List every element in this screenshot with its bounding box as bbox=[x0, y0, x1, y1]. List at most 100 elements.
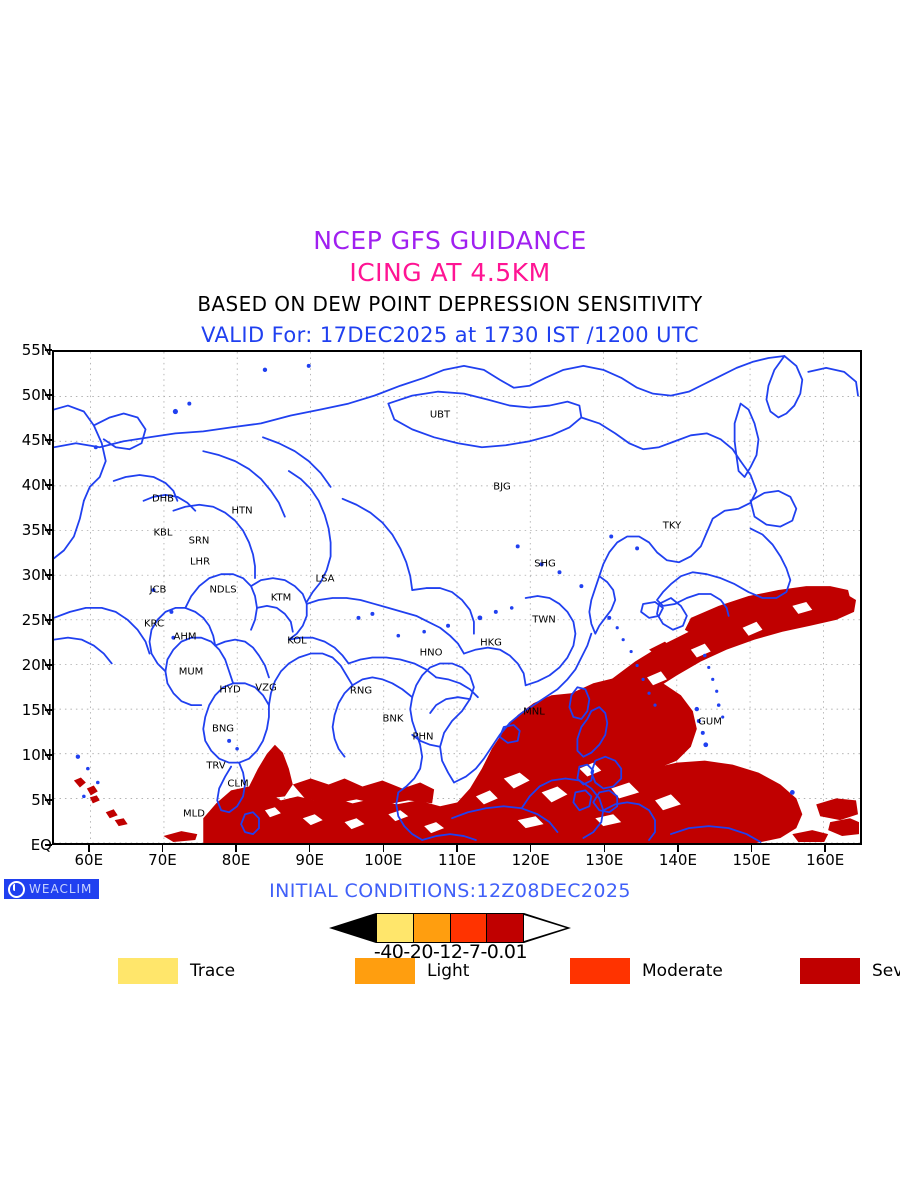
x-tick-mark bbox=[750, 845, 753, 852]
y-tick-mark bbox=[45, 484, 52, 486]
legend-label-moderate: Moderate bbox=[642, 961, 723, 981]
legend-item-trace: Trace bbox=[118, 958, 235, 984]
colorbar-tick-labels: -40-20-12-7-0.01 bbox=[327, 941, 574, 963]
y-tick-label: 5N bbox=[31, 791, 52, 809]
x-tick-mark bbox=[235, 845, 237, 852]
y-tick-label: EQ bbox=[30, 836, 52, 854]
legend-swatch-trace bbox=[118, 958, 178, 984]
legend-item-moderate: Moderate bbox=[570, 958, 723, 984]
y-tick-label: 20N bbox=[21, 656, 52, 674]
city-label-lhr: LHR bbox=[189, 556, 211, 568]
y-tick-label: 40N bbox=[21, 476, 52, 494]
colorbar-tick-label: -12 bbox=[432, 941, 463, 963]
y-tick-mark bbox=[45, 349, 52, 351]
x-tick-mark bbox=[88, 845, 90, 852]
map-plot-area bbox=[52, 350, 862, 845]
map-island-dots bbox=[75, 363, 795, 799]
x-tick-label: 70E bbox=[148, 851, 177, 869]
x-tick-label: 150E bbox=[732, 851, 771, 869]
y-tick-mark bbox=[45, 574, 52, 576]
y-tick-label: 30N bbox=[21, 566, 52, 584]
x-tick-label: 90E bbox=[295, 851, 324, 869]
legend-swatch-moderate bbox=[570, 958, 630, 984]
city-label-ubt: UBT bbox=[429, 409, 451, 421]
city-label-srn: SRN bbox=[188, 535, 210, 547]
y-tick-label: 45N bbox=[21, 431, 52, 449]
city-label-rng: RNG bbox=[349, 685, 373, 697]
y-tick-mark bbox=[45, 529, 52, 531]
x-tick-label: 120E bbox=[511, 851, 550, 869]
y-tick-mark bbox=[45, 664, 52, 666]
colorbar-tick-label: -7 bbox=[462, 941, 481, 963]
city-label-shg: SHG bbox=[534, 558, 556, 570]
city-label-ktm: KTM bbox=[270, 592, 292, 604]
y-tick-mark bbox=[45, 709, 52, 711]
y-tick-label: 50N bbox=[21, 386, 52, 404]
x-tick-mark bbox=[603, 845, 606, 852]
city-label-phn: PHN bbox=[412, 731, 434, 743]
city-label-krc: KRC bbox=[144, 618, 164, 630]
y-axis: EQ 5N 10N 15N 20N 25N 30N 35N 40N 45N 50N 55N bbox=[0, 0, 52, 1200]
city-label-kbl: KBL bbox=[153, 527, 173, 539]
y-tick-mark bbox=[45, 439, 52, 441]
x-tick-mark bbox=[677, 845, 679, 852]
map-canvas bbox=[54, 352, 860, 843]
page-subtitle-method: BASED ON DEW POINT DEPRESSION SENSITIVIT… bbox=[197, 292, 703, 316]
weaclim-logo-text: WEACLIM bbox=[29, 882, 93, 896]
y-tick-label: 35N bbox=[21, 521, 52, 539]
circle-c-icon bbox=[8, 880, 25, 898]
y-tick-mark bbox=[45, 619, 52, 621]
x-tick-label: 110E bbox=[437, 851, 477, 869]
map-graphic bbox=[54, 352, 860, 843]
y-tick-mark bbox=[45, 754, 52, 756]
city-label-tky: TKY bbox=[662, 520, 682, 532]
x-tick-mark bbox=[382, 845, 385, 852]
legend-item-light: Light bbox=[355, 958, 469, 984]
city-label-jcb: JCB bbox=[149, 584, 167, 596]
severity-legend: Trace Light Moderate Severe bbox=[0, 958, 900, 984]
y-tick-mark bbox=[45, 799, 52, 801]
city-label-ndls: NDLS bbox=[209, 584, 237, 596]
city-label-clm: CLM bbox=[227, 778, 249, 790]
colorbar-right-arrow bbox=[524, 913, 571, 943]
legend-swatch-severe bbox=[800, 958, 860, 984]
city-label-twn: TWN bbox=[532, 614, 556, 626]
colorbar bbox=[285, 913, 574, 943]
legend-label-light: Light bbox=[427, 961, 470, 981]
y-tick-mark bbox=[45, 394, 52, 396]
city-label-bnk: BNK bbox=[382, 713, 404, 725]
colorbar-left-arrow bbox=[285, 913, 376, 943]
colorbar-band-1 bbox=[377, 914, 414, 942]
city-label-mld: MLD bbox=[183, 808, 205, 820]
y-tick-label: 10N bbox=[21, 746, 52, 764]
city-label-mum: MUM bbox=[178, 666, 204, 678]
colorbar-bands bbox=[376, 913, 524, 943]
legend-label-severe: Severe bbox=[872, 961, 900, 981]
x-tick-label: 80E bbox=[221, 851, 251, 869]
colorbar-band-3 bbox=[450, 914, 488, 942]
x-tick-mark bbox=[824, 845, 826, 852]
city-label-bng: BNG bbox=[211, 723, 235, 735]
y-tick-label: 15N bbox=[21, 701, 52, 719]
icing-gaps bbox=[264, 601, 813, 834]
city-label-ahm: AHM bbox=[173, 631, 197, 643]
valid-time-label: VALID For: 17DEC2025 at 1730 IST /1200 U… bbox=[201, 323, 699, 347]
y-tick-label: 25N bbox=[21, 611, 52, 629]
city-label-hno: HNO bbox=[419, 647, 443, 659]
city-label-vzg: VZG bbox=[255, 682, 277, 694]
weaclim-logo[interactable]: WEACLIM bbox=[4, 879, 100, 899]
colorbar-tick-label: -40 bbox=[373, 941, 404, 963]
legend-label-trace: Trace bbox=[190, 961, 236, 981]
x-tick-mark bbox=[308, 845, 311, 852]
map-coastlines bbox=[54, 355, 859, 843]
icing-severe-region bbox=[73, 586, 860, 843]
city-label-bjg: BJG bbox=[493, 481, 511, 493]
x-tick-mark bbox=[161, 845, 164, 852]
x-tick-label: 60E bbox=[74, 851, 104, 869]
legend-swatch-light bbox=[355, 958, 415, 984]
city-label-hyd: HYD bbox=[219, 684, 241, 696]
city-label-kol: KOL bbox=[287, 635, 307, 647]
x-tick-mark bbox=[456, 845, 458, 852]
